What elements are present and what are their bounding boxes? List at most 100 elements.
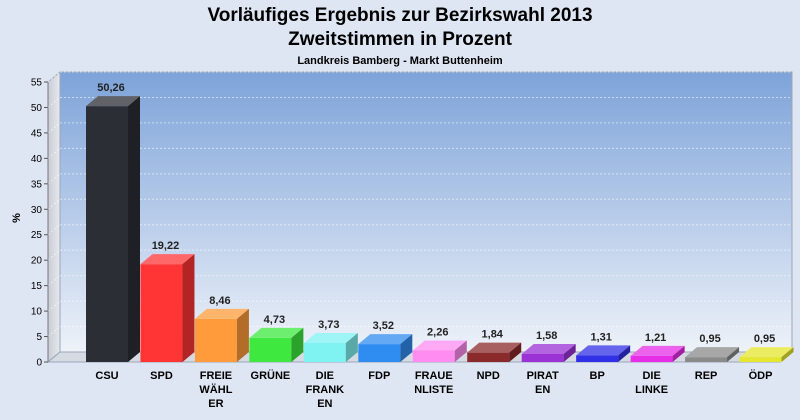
data-label: 3,52 bbox=[373, 320, 394, 332]
y-tick-label: 30 bbox=[31, 205, 43, 216]
bar-front bbox=[303, 343, 346, 362]
bar-top bbox=[140, 254, 195, 265]
bar-front bbox=[86, 106, 128, 362]
bar-top bbox=[521, 343, 576, 354]
y-tick-label: 35 bbox=[31, 179, 43, 190]
gridline-side bbox=[47, 147, 61, 159]
bar-12 bbox=[739, 347, 794, 362]
data-label: 2,26 bbox=[427, 326, 448, 338]
x-tick-label: ÖDP bbox=[749, 369, 773, 382]
chart-subtitle: Landkreis Bamberg - Markt Buttenheim bbox=[297, 55, 503, 67]
bar-side bbox=[618, 345, 631, 362]
y-tick-label: 40 bbox=[31, 154, 43, 165]
bar-front bbox=[467, 352, 510, 362]
bar-front bbox=[576, 355, 619, 362]
bar-front bbox=[739, 357, 782, 362]
y-tick-label: 5 bbox=[36, 332, 42, 343]
plot-side-wall bbox=[47, 70, 61, 364]
bar-side bbox=[128, 96, 140, 362]
gridline-side bbox=[47, 173, 61, 185]
x-tick-label: BP bbox=[590, 370, 605, 382]
bar-7 bbox=[467, 342, 522, 362]
bar-front bbox=[194, 318, 237, 362]
data-label: 19,22 bbox=[152, 240, 180, 252]
bar-top bbox=[685, 347, 740, 358]
bar-11 bbox=[685, 347, 740, 362]
bar-top bbox=[358, 334, 413, 345]
x-tick-label: LINKE bbox=[635, 384, 668, 396]
x-tick-label: FDP bbox=[368, 370, 390, 382]
y-tick-label: 55 bbox=[31, 78, 43, 89]
x-tick-label: ER bbox=[208, 398, 223, 410]
x-tick-label: NLISTE bbox=[414, 384, 453, 396]
data-label: 3,73 bbox=[318, 319, 339, 331]
bar-top bbox=[194, 308, 249, 319]
bar-side bbox=[291, 327, 304, 362]
bar-front bbox=[358, 344, 401, 362]
x-tick-label: REP bbox=[695, 370, 718, 382]
x-tick-label: EN bbox=[317, 398, 332, 410]
bar-top bbox=[467, 342, 522, 353]
bar-side bbox=[563, 343, 576, 362]
bar-front bbox=[412, 350, 455, 362]
bar-top bbox=[412, 340, 467, 351]
gridline-side bbox=[47, 122, 61, 134]
y-tick-label: 50 bbox=[31, 103, 43, 114]
gridline-side bbox=[47, 97, 61, 108]
bar-top bbox=[303, 333, 358, 344]
data-label: 0,95 bbox=[699, 333, 720, 345]
bar-4 bbox=[303, 333, 358, 362]
bar-front bbox=[685, 357, 728, 362]
data-label: 0,95 bbox=[754, 333, 775, 345]
gridline-side bbox=[47, 300, 61, 312]
data-label: 1,31 bbox=[590, 331, 611, 343]
y-tick-label: 15 bbox=[31, 281, 43, 292]
bar-8 bbox=[521, 343, 576, 362]
bar-front bbox=[249, 337, 292, 362]
y-tick-label: 25 bbox=[31, 230, 43, 241]
x-tick-label: FRANK bbox=[306, 384, 345, 396]
x-tick-label: FRAUE bbox=[415, 370, 453, 382]
y-tick-label: 0 bbox=[36, 358, 42, 369]
bar-9 bbox=[576, 345, 631, 362]
bar-side bbox=[509, 342, 522, 362]
bar-front bbox=[140, 264, 183, 362]
chart-title-line2: Zweitstimmen in Prozent bbox=[288, 29, 512, 50]
bar-2 bbox=[194, 308, 249, 362]
bar-side bbox=[345, 333, 358, 362]
data-label: 1,84 bbox=[482, 329, 504, 341]
data-label: 8,46 bbox=[209, 295, 230, 307]
gridline-side bbox=[47, 326, 61, 337]
bar-front bbox=[521, 353, 564, 362]
y-tick-label: 45 bbox=[31, 128, 43, 139]
bar-top bbox=[630, 345, 685, 356]
x-tick-label: DIE bbox=[642, 370, 660, 382]
bar-top bbox=[576, 345, 631, 356]
y-tick-label: 10 bbox=[31, 307, 43, 318]
gridline-side bbox=[47, 224, 61, 236]
bar-1 bbox=[140, 254, 195, 362]
gridline-side bbox=[47, 198, 61, 210]
bar-3 bbox=[249, 327, 304, 362]
bar-10 bbox=[630, 345, 685, 362]
x-tick-label: GRÜNE bbox=[251, 369, 291, 382]
data-label: 4,73 bbox=[264, 314, 285, 326]
chart-title-line1: Vorläufiges Ergebnis zur Bezirkswahl 201… bbox=[207, 5, 592, 26]
bar-front bbox=[630, 355, 673, 362]
bar-side bbox=[182, 254, 195, 362]
x-tick-label: SPD bbox=[150, 370, 173, 382]
gridline-side bbox=[47, 275, 61, 287]
x-tick-label: PIRAT bbox=[527, 370, 559, 382]
bar-side bbox=[236, 308, 249, 362]
gridline-side bbox=[47, 71, 61, 83]
x-tick-label: DIE bbox=[316, 370, 334, 382]
data-label: 1,21 bbox=[645, 332, 666, 344]
x-tick-label: FREIE bbox=[200, 370, 232, 382]
data-label: 50,26 bbox=[97, 82, 125, 94]
x-tick-label: CSU bbox=[95, 370, 118, 382]
bar-side bbox=[727, 347, 740, 362]
bar-top bbox=[249, 327, 304, 338]
bar-top bbox=[739, 347, 794, 358]
